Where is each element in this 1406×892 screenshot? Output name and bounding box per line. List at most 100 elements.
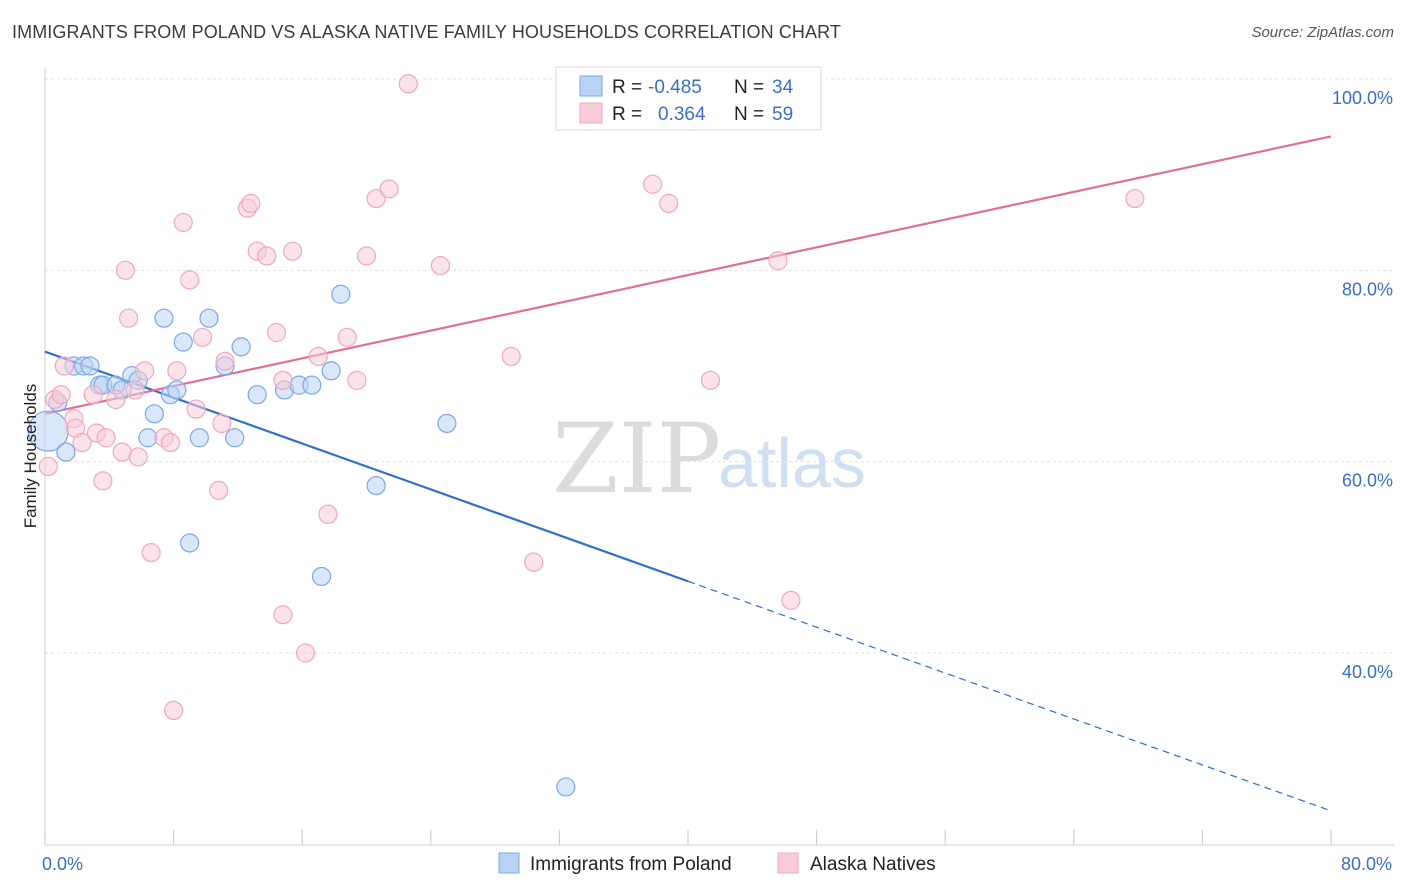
alaska-point-55: [768, 251, 788, 271]
alaska-trend-line: [44, 135, 1332, 415]
watermark-atlas: atlas: [718, 424, 866, 502]
poland-point-14: [154, 308, 174, 328]
alaska-point-51: [643, 174, 663, 194]
bottom-legend-label-poland: Immigrants from Poland: [530, 854, 732, 875]
alaska-point-12: [112, 442, 132, 462]
alaska-point-29: [215, 351, 235, 371]
alaska-point-20: [160, 432, 180, 453]
poland-point-33: [556, 777, 576, 797]
alaska-point-37: [282, 241, 303, 261]
y-tick-label-80: 80.0%: [1342, 279, 1393, 299]
legend-n-value-poland: 34: [772, 77, 794, 98]
bottom-legend-swatch-alaska: [777, 852, 799, 874]
alaska-point-42: [347, 370, 367, 390]
poland-point-2: [56, 442, 76, 462]
poland-point-16: [167, 380, 187, 400]
x-tick-label-max: 80.0%: [1341, 854, 1392, 874]
alaska-point-10: [96, 428, 116, 448]
y-tick-label-60: 60.0%: [1342, 471, 1393, 491]
poland-point-30: [331, 284, 351, 304]
data-points: [27, 74, 1145, 797]
alaska-point-31: [241, 193, 261, 213]
alaska-point-38: [295, 643, 316, 663]
alaska-point-6: [72, 432, 92, 453]
legend-n-label-alaska: N =: [734, 104, 764, 125]
poland-point-12: [138, 428, 158, 448]
trend-lines: [44, 135, 1332, 812]
legend-n-value-alaska: 59: [772, 104, 793, 125]
alaska-point-53: [700, 370, 721, 390]
alaska-point-15: [125, 380, 145, 400]
alaska-point-22: [167, 361, 187, 381]
alaska-point-36: [273, 605, 293, 625]
poland-point-22: [225, 428, 245, 448]
poland-point-13: [144, 404, 164, 424]
alaska-point-41: [337, 327, 357, 347]
legend-swatch-alaska: [579, 102, 603, 124]
alaska-point-49: [524, 552, 544, 572]
alaska-point-39: [308, 346, 328, 367]
alaska-point-44: [366, 188, 386, 209]
y-tick-label-100: 100.0%: [1332, 88, 1393, 108]
poland-point-29: [321, 361, 341, 381]
alaska-point-26: [192, 327, 213, 347]
alaska-point-3: [54, 356, 74, 376]
poland-point-24: [247, 385, 267, 405]
alaska-point-7: [83, 385, 103, 405]
alaska-point-18: [141, 542, 161, 563]
poland-point-31: [366, 475, 386, 496]
alaska-point-25: [186, 399, 206, 419]
grid-lines: [45, 78, 1394, 654]
legend-n-label-poland: N =: [734, 77, 764, 98]
x-tick-label-min: 0.0%: [42, 854, 83, 874]
legend-r-value-alaska: 0.364: [658, 104, 706, 125]
alaska-point-11: [106, 389, 126, 410]
legend-r-label-poland: R =: [612, 77, 642, 98]
alaska-point-57: [1125, 188, 1145, 209]
y-axis-label: Family Households: [21, 384, 40, 529]
alaska-point-40: [318, 504, 338, 524]
alaska-point-33: [257, 246, 277, 266]
poland-point-27: [302, 375, 322, 395]
axes: [44, 68, 1394, 846]
alaska-point-2: [51, 385, 71, 405]
chart-title: IMMIGRANTS FROM POLAND VS ALASKA NATIVE …: [12, 22, 841, 42]
alaska-point-27: [209, 480, 229, 500]
alaska-point-43: [356, 246, 377, 266]
y-tick-label-40: 40.0%: [1342, 662, 1393, 682]
alaska-point-9: [93, 471, 113, 491]
alaska-point-46: [398, 74, 418, 94]
alaska-point-34: [266, 322, 287, 343]
series-legend: Immigrants from Poland Alaska Natives: [498, 852, 936, 875]
alaska-point-47: [430, 255, 451, 276]
poland-point-19: [189, 428, 209, 448]
alaska-point-52: [659, 193, 679, 213]
bottom-legend-label-alaska: Alaska Natives: [810, 854, 936, 875]
y-tick-labels: 40.0% 60.0% 80.0% 100.0%: [1332, 88, 1393, 682]
alaska-point-17: [135, 361, 155, 381]
alaska-point-35: [273, 370, 293, 390]
poland-point-5: [80, 356, 100, 376]
stats-legend: R = -0.485 N = 34 R = 0.364 N = 59: [555, 66, 822, 131]
poland-trend-extension: [687, 580, 1332, 812]
bottom-legend-swatch-poland: [498, 852, 520, 874]
legend-r-value-poland: -0.485: [648, 77, 702, 98]
poland-point-32: [437, 413, 457, 433]
alaska-point-45: [379, 179, 399, 199]
alaska-point-56: [781, 590, 801, 610]
poland-point-18: [180, 533, 200, 553]
poland-point-23: [231, 337, 251, 357]
source-label: Source: ZipAtlas.com: [1251, 24, 1394, 41]
alaska-point-13: [115, 260, 135, 280]
alaska-point-14: [118, 308, 139, 328]
alaska-point-16: [128, 447, 148, 467]
alaska-point-0: [38, 456, 58, 477]
alaska-point-28: [212, 413, 232, 433]
poland-point-20: [199, 308, 219, 328]
poland-point-28: [311, 566, 332, 587]
poland-point-17: [173, 332, 193, 352]
legend-r-label-alaska: R =: [612, 104, 642, 125]
alaska-point-48: [501, 346, 521, 367]
legend-swatch-poland: [579, 75, 603, 97]
